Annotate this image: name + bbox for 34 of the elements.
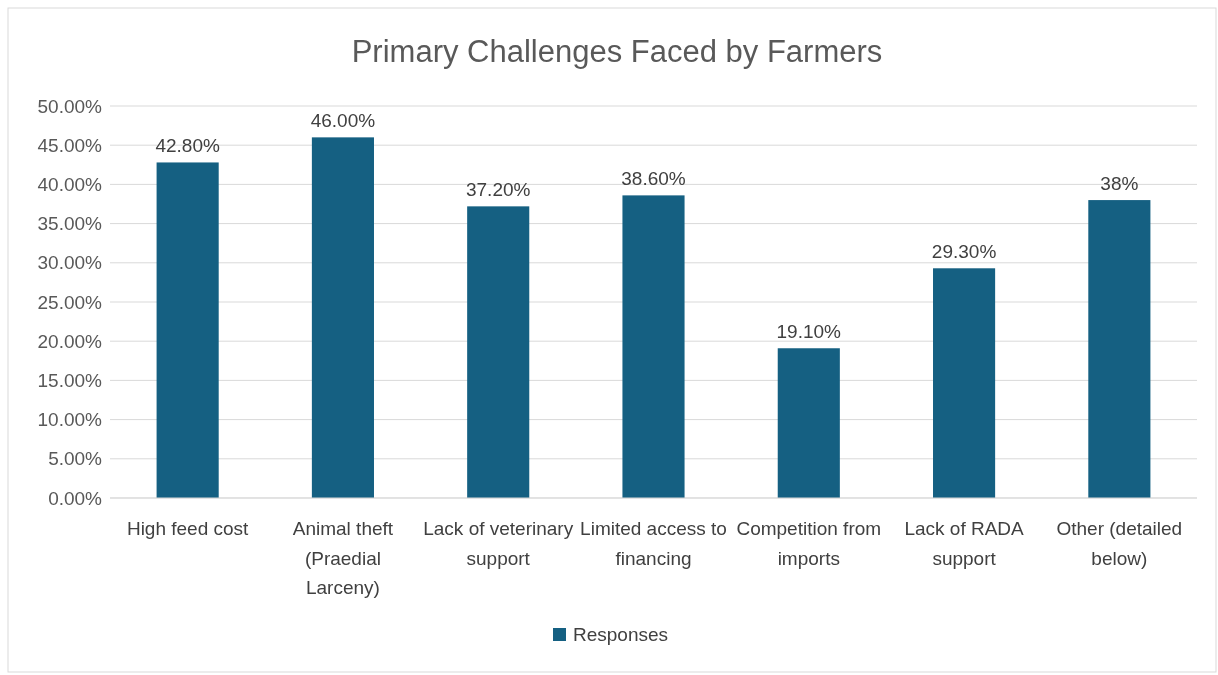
- x-tick-label: Lack of RADA support: [904, 518, 1025, 569]
- x-tick-label: Other (detailed below): [1056, 518, 1183, 569]
- chart-title: Primary Challenges Faced by Farmers: [351, 34, 883, 69]
- y-tick-label: 15.00%: [37, 369, 103, 391]
- data-label: 42.80%: [155, 135, 220, 157]
- bar: [311, 137, 374, 498]
- data-label: 38.60%: [621, 168, 686, 190]
- bar: [777, 348, 840, 498]
- x-tick-label: Competition from imports: [736, 518, 882, 569]
- y-tick-label: 40.00%: [37, 173, 103, 195]
- bar: [933, 268, 996, 498]
- bar: [467, 206, 530, 498]
- data-label: 19.10%: [776, 321, 842, 343]
- y-tick-label: 30.00%: [37, 252, 103, 274]
- bar: [1088, 200, 1151, 498]
- data-label: 29.30%: [931, 241, 997, 263]
- y-tick-label: 20.00%: [37, 330, 103, 352]
- y-tick-label: 35.00%: [37, 213, 103, 235]
- bar: [622, 195, 685, 498]
- y-tick-label: 25.00%: [37, 291, 103, 313]
- x-tick-label: Lack of veterinary support: [423, 518, 574, 569]
- data-label: 37.20%: [465, 179, 531, 201]
- y-tick-label: 0.00%: [48, 487, 103, 509]
- y-tick-label: 45.00%: [37, 134, 103, 156]
- data-label: 38%: [1100, 173, 1139, 195]
- y-tick-label: 50.00%: [37, 95, 103, 117]
- y-tick-label: 10.00%: [37, 409, 103, 431]
- data-label: 46.00%: [310, 110, 376, 132]
- legend-label: Responses: [573, 624, 669, 645]
- y-tick-label: 5.00%: [48, 448, 103, 470]
- x-tick-label: Limited access to financing: [580, 518, 727, 569]
- bar: [156, 162, 219, 498]
- x-tick-label: High feed cost: [126, 518, 250, 539]
- x-tick-label: Animal theft (Praedial Larceny): [292, 518, 394, 598]
